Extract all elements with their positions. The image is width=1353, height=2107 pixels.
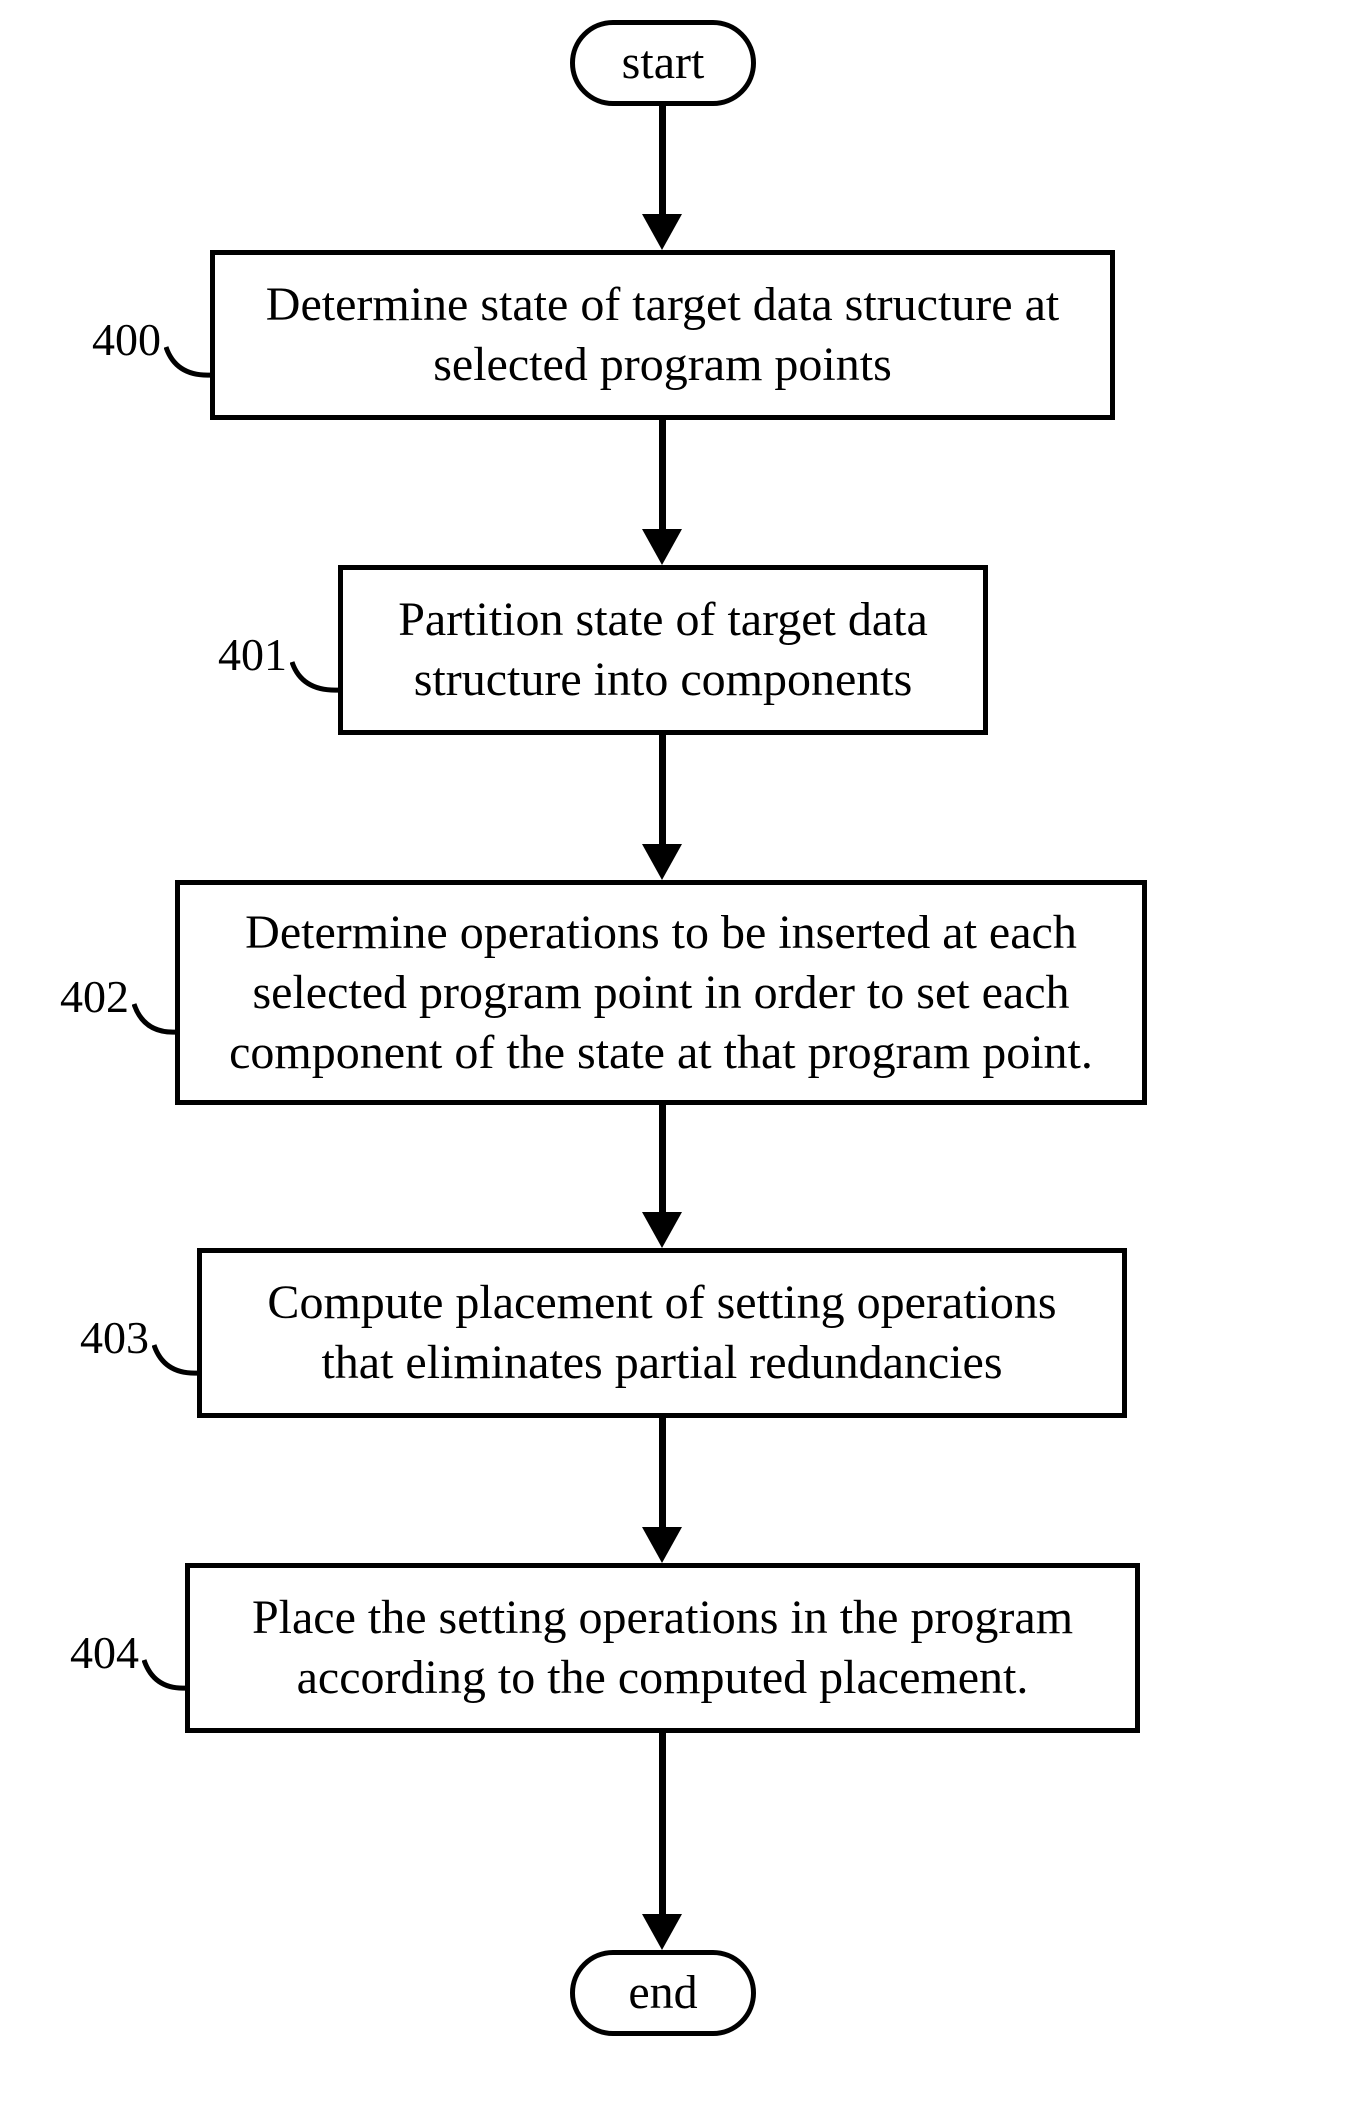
process-402: Determine operations to be inserted at e… — [175, 880, 1147, 1105]
edge-404-end — [659, 1733, 666, 1914]
ref-403: 403 — [80, 1311, 149, 1364]
edge-403-404-head — [642, 1527, 682, 1563]
flowchart-canvas: start Determine state of target data str… — [0, 0, 1353, 2107]
process-401: Partition state of target datastructure … — [338, 565, 988, 735]
process-404: Place the setting operations in the prog… — [185, 1563, 1140, 1733]
edge-403-404 — [659, 1418, 666, 1527]
process-401-label: Partition state of target datastructure … — [398, 590, 928, 710]
ref-401-tie — [290, 660, 342, 696]
end-label: end — [628, 1963, 697, 2023]
process-402-label: Determine operations to be inserted at e… — [229, 903, 1093, 1083]
edge-404-end-head — [642, 1914, 682, 1950]
edge-start-400-head — [642, 214, 682, 250]
start-label: start — [622, 33, 705, 93]
ref-400: 400 — [92, 313, 161, 366]
ref-401: 401 — [218, 628, 287, 681]
ref-402-tie — [132, 1002, 179, 1038]
start-node: start — [570, 20, 756, 106]
process-400-label: Determine state of target data structure… — [266, 275, 1059, 395]
edge-400-401-head — [642, 529, 682, 565]
process-403: Compute placement of setting operationst… — [197, 1248, 1127, 1418]
process-400: Determine state of target data structure… — [210, 250, 1115, 420]
process-403-label: Compute placement of setting operationst… — [267, 1273, 1056, 1393]
edge-401-402-head — [642, 844, 682, 880]
edge-400-401 — [659, 420, 666, 529]
edge-start-400 — [659, 106, 666, 214]
edge-402-403 — [659, 1105, 666, 1212]
edge-401-402 — [659, 735, 666, 844]
ref-404-tie — [142, 1658, 189, 1694]
edge-402-403-head — [642, 1212, 682, 1248]
process-404-label: Place the setting operations in the prog… — [252, 1588, 1073, 1708]
end-node: end — [570, 1950, 756, 2036]
ref-403-tie — [152, 1343, 201, 1379]
ref-402: 402 — [60, 970, 129, 1023]
ref-404: 404 — [70, 1626, 139, 1679]
ref-400-tie — [164, 345, 214, 381]
